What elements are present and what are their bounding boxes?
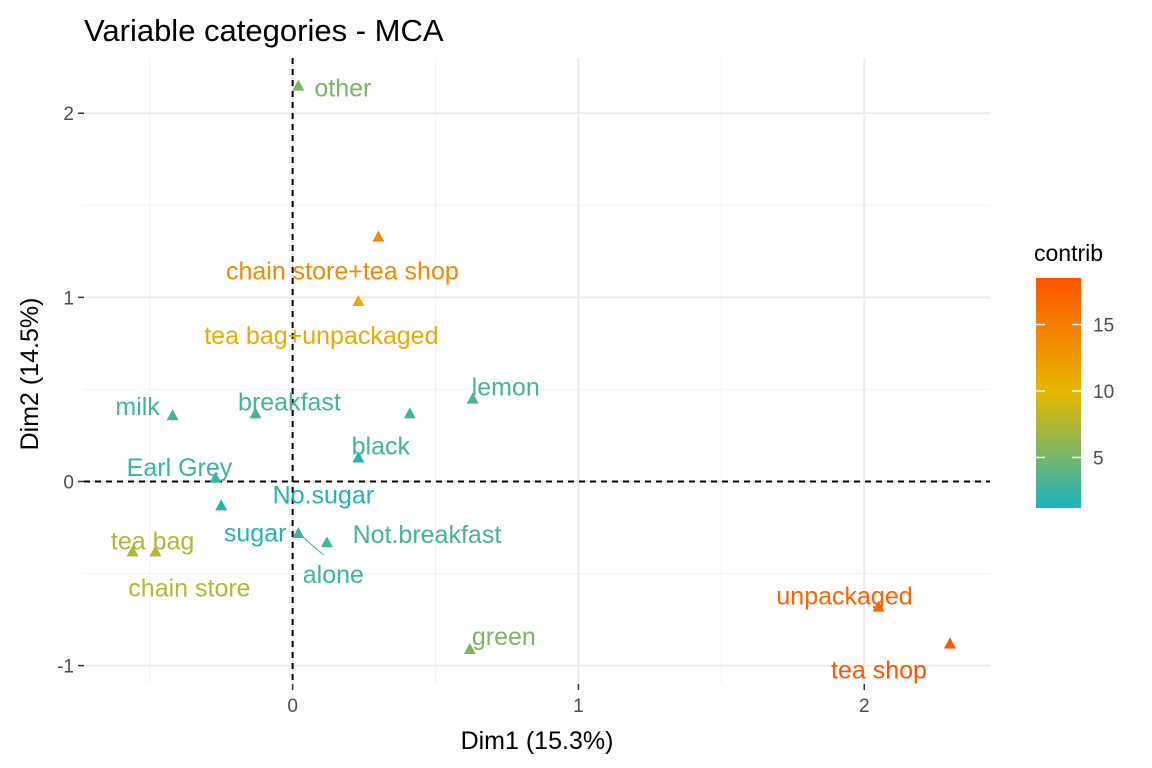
x-axis-title: Dim1 (15.3%) [461,727,614,755]
x-axis: 0 1 2 [287,684,870,717]
point-label: other [314,75,371,103]
data-point-triangle [209,471,222,483]
point-label: lemon [472,374,540,402]
legend-tick-label: 5 [1093,448,1104,469]
data-point-triangle [463,643,476,655]
point-labels: other chain store+tea shop tea bag+unpacka… [111,75,927,685]
legend-colorbar [1036,278,1081,508]
legend-tick-label: 15 [1093,316,1114,337]
point-label: Not.breakfast [353,521,502,549]
data-point-triangle [292,527,305,539]
point-label: No.sugar [273,482,374,510]
y-tick-label: -1 [57,657,74,678]
data-point-triangle [126,545,139,557]
y-tick-label: 1 [63,288,74,309]
y-axis-title: Dim2 (14.5%) [16,298,44,451]
data-point-triangle [249,407,262,419]
point-label: milk [115,393,160,421]
data-point-triangle [320,536,333,548]
data-point-triangle [292,79,305,91]
data-point-triangle [403,407,416,419]
point-label: tea bag+unpackaged [204,322,438,350]
legend-tick-label: 10 [1093,382,1114,403]
legend-title: contrib [1034,240,1103,266]
legend-ticks: 5 10 15 [1036,316,1114,469]
legend: contrib 5 10 15 [1034,240,1114,508]
chart-title: Variable categories - MCA [84,13,444,48]
y-tick-label: 0 [63,472,74,493]
x-tick-label: 0 [287,696,298,717]
point-label: chain store [128,574,250,602]
point-label: black [352,432,411,460]
point-label: Earl Grey [127,454,233,482]
point-label: tea shop [831,656,927,684]
point-label: tea bag [111,527,194,555]
point-label: unpackaged [776,583,912,611]
point-label: sugar [224,519,287,547]
point-label: chain store+tea shop [226,258,459,286]
data-point-triangle [352,451,365,463]
data-point-triangle [215,499,228,511]
data-point-triangle [352,295,365,307]
x-tick-label: 1 [573,696,584,717]
y-axis: -1 0 1 2 [57,104,84,678]
data-points [126,79,956,655]
point-label: breakfast [238,388,341,416]
point-label: green [472,623,536,651]
data-point-triangle [466,392,479,404]
reference-lines [84,58,990,684]
grid-minor [84,58,990,684]
x-tick-label: 2 [859,696,870,717]
data-point-triangle [872,600,885,612]
data-point-triangle [149,545,162,557]
y-tick-label: 2 [63,104,74,125]
data-point-triangle [372,230,385,242]
data-point-triangle [943,637,956,649]
data-point-triangle [166,409,179,421]
point-label: alone [303,561,364,589]
